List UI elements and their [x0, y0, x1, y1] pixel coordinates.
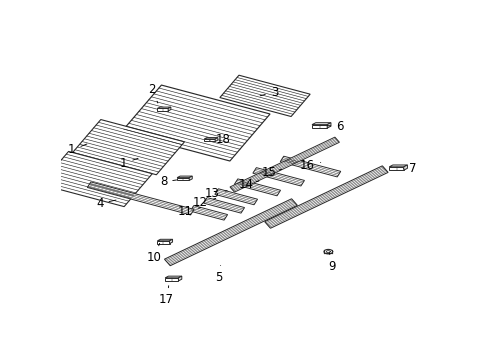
Text: 3: 3	[260, 86, 278, 99]
Text: 9: 9	[327, 253, 335, 273]
Polygon shape	[203, 198, 244, 213]
Text: 4: 4	[96, 197, 116, 210]
Polygon shape	[220, 75, 309, 117]
Polygon shape	[189, 176, 192, 180]
Polygon shape	[280, 156, 340, 177]
Polygon shape	[121, 85, 269, 161]
Polygon shape	[177, 176, 192, 177]
Polygon shape	[178, 276, 182, 281]
Polygon shape	[388, 167, 403, 170]
Polygon shape	[168, 107, 170, 111]
Text: 14: 14	[238, 178, 259, 191]
Polygon shape	[326, 123, 330, 128]
Polygon shape	[164, 199, 297, 266]
Polygon shape	[177, 177, 189, 180]
Text: 2: 2	[148, 83, 158, 103]
Text: 13: 13	[204, 187, 226, 200]
Text: 12: 12	[193, 196, 215, 209]
Polygon shape	[165, 278, 178, 281]
Polygon shape	[157, 108, 168, 111]
Polygon shape	[252, 168, 304, 186]
Polygon shape	[311, 123, 330, 125]
Polygon shape	[215, 138, 218, 141]
Text: 1: 1	[68, 143, 87, 157]
Polygon shape	[157, 239, 172, 241]
Polygon shape	[169, 239, 172, 244]
Text: 5: 5	[215, 265, 222, 284]
Polygon shape	[190, 206, 227, 220]
Text: 6: 6	[326, 120, 343, 133]
Text: 18: 18	[209, 133, 230, 146]
Polygon shape	[73, 120, 184, 175]
Polygon shape	[165, 276, 182, 278]
Polygon shape	[311, 125, 326, 128]
Text: 7: 7	[403, 162, 416, 175]
Polygon shape	[157, 241, 169, 244]
Polygon shape	[214, 189, 257, 205]
Text: 17: 17	[159, 286, 174, 306]
Polygon shape	[41, 152, 152, 207]
Polygon shape	[264, 166, 387, 228]
Polygon shape	[229, 137, 339, 192]
Text: 10: 10	[146, 243, 161, 264]
Text: 11: 11	[178, 205, 200, 218]
Text: 8: 8	[160, 175, 176, 188]
Polygon shape	[204, 139, 215, 141]
Polygon shape	[157, 107, 170, 108]
Polygon shape	[403, 165, 407, 170]
Polygon shape	[234, 179, 280, 196]
Polygon shape	[388, 165, 407, 167]
Text: 15: 15	[261, 166, 281, 179]
Polygon shape	[87, 182, 194, 215]
Text: 1: 1	[120, 157, 138, 170]
Polygon shape	[204, 138, 218, 139]
Text: 16: 16	[300, 159, 320, 172]
